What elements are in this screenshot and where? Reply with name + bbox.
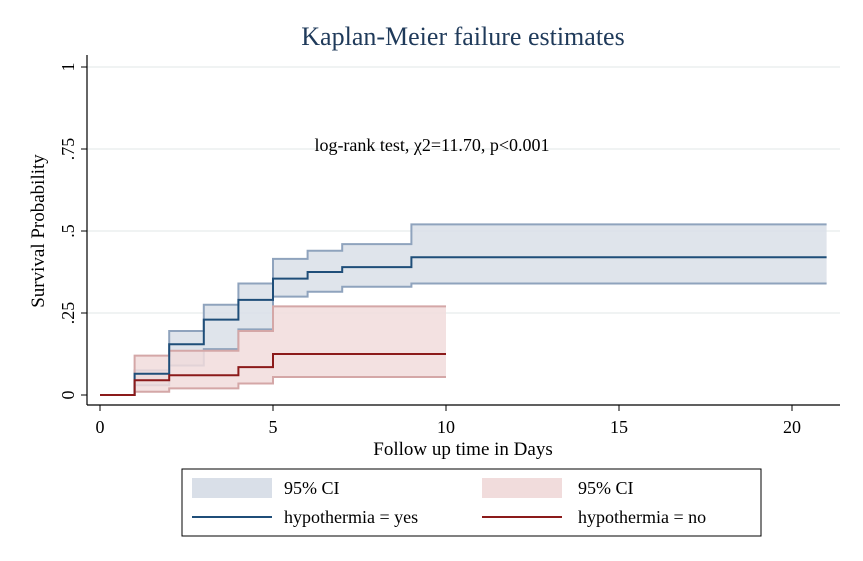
y-tick-label: .25: [58, 302, 78, 325]
legend-label: 95% CI: [284, 478, 340, 498]
x-tick-label: 15: [610, 417, 628, 437]
y-tick-label: 0: [58, 391, 78, 400]
ci-band-1: [100, 306, 446, 395]
logrank-annotation: log-rank test, χ2=11.70, p<0.001: [314, 135, 549, 155]
legend-label: hypothermia = yes: [284, 507, 418, 527]
y-tick-label: 1: [58, 63, 78, 72]
x-axis-title: Follow up time in Days: [373, 439, 552, 460]
legend-swatch-ci: [482, 478, 562, 498]
x-tick-label: 10: [437, 417, 455, 437]
chart-title: Kaplan-Meier failure estimates: [301, 22, 624, 51]
x-tick-label: 20: [783, 417, 801, 437]
legend-label: hypothermia = no: [578, 507, 706, 527]
km-line-0: [100, 256, 827, 396]
legend: 95% CI 95% CI hypothermia = yes hypothermia…: [181, 468, 762, 537]
y-tick-label: .5: [58, 224, 78, 238]
legend-box: [181, 468, 762, 537]
y-tick-label: .75: [58, 138, 78, 161]
legend-swatch-ci: [192, 478, 272, 498]
legend-label: 95% CI: [578, 478, 634, 498]
x-tick-label: 0: [96, 417, 105, 437]
km-line-1: [100, 353, 446, 396]
x-tick-label: 5: [269, 417, 278, 437]
y-axis-title: Survival Probability: [28, 154, 49, 308]
survival-lines: [100, 256, 827, 396]
ci-band-0: [100, 224, 827, 395]
